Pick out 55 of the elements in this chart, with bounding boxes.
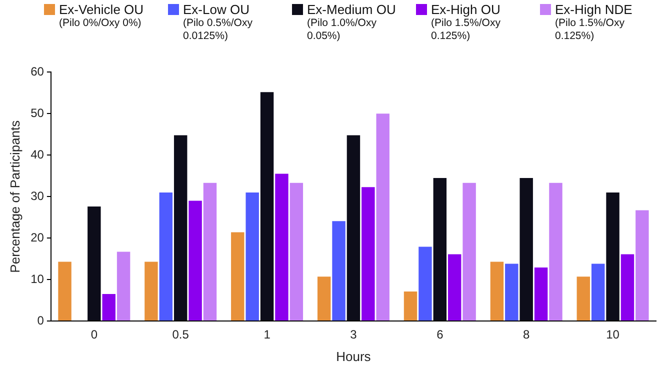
y-tick-label: 40 <box>30 147 44 162</box>
legend-label: Ex-Vehicle OU (Pilo 0%/Oxy 0%) <box>58 2 145 30</box>
bar <box>260 92 274 320</box>
bar <box>549 182 562 320</box>
bar <box>433 178 447 320</box>
bar <box>418 246 432 320</box>
x-tick-label: 0 <box>90 328 98 342</box>
bar <box>116 252 130 320</box>
bar <box>376 114 390 320</box>
y-tick-label: 10 <box>30 272 44 286</box>
y-tick-label: 20 <box>30 230 44 244</box>
x-tick-label: 10 <box>606 328 620 342</box>
bar <box>246 192 259 320</box>
bar <box>275 174 288 320</box>
bar <box>174 135 188 320</box>
y-axis-title: Percentage of Participants <box>7 120 22 273</box>
bar <box>620 254 634 320</box>
bar <box>404 292 418 320</box>
bar <box>606 192 620 320</box>
x-tick-label: 3 <box>350 328 358 342</box>
bar <box>362 187 375 320</box>
bar <box>490 262 504 320</box>
x-axis-title: Hours <box>336 348 372 364</box>
bar <box>159 192 173 320</box>
bar <box>144 262 158 320</box>
bar <box>591 264 605 320</box>
x-tick-label: 8 <box>523 328 530 342</box>
bar <box>534 268 548 320</box>
legend-label: Ex-High NDE (Pilo 1.5%/Oxy 0.125%) <box>554 2 634 42</box>
legend-label: Ex-High OU (Pilo 1.5%/Oxy 0.125%) <box>430 2 502 42</box>
bar <box>231 232 244 320</box>
bar <box>448 254 462 320</box>
text: Ex-Medium OU (Pilo 1.0%/Oxy 0.05%) <box>307 2 396 42</box>
bar <box>203 182 217 320</box>
y-tick-label: 60 <box>30 64 44 79</box>
bar <box>505 264 518 320</box>
bar <box>576 276 590 320</box>
y-tick-label: 50 <box>30 106 44 120</box>
x-tick-label: 0.5 <box>172 328 190 342</box>
y-tick-label: 30 <box>30 188 44 203</box>
y-tick-label: 0 <box>37 313 44 328</box>
bar <box>520 178 533 320</box>
bar <box>317 276 331 320</box>
bar <box>188 200 202 320</box>
bar <box>58 262 72 320</box>
x-tick-label: 6 <box>436 328 444 342</box>
bar <box>102 294 116 320</box>
legend-label: Ex-Low OU (Pilo 0.5%/Oxy 0.0125%) <box>182 2 254 42</box>
bar <box>462 182 476 320</box>
bar <box>290 182 304 320</box>
bar <box>332 221 346 320</box>
bar <box>88 206 101 320</box>
x-tick-label: 1 <box>264 328 271 342</box>
bar <box>346 135 360 320</box>
bar <box>636 210 649 320</box>
